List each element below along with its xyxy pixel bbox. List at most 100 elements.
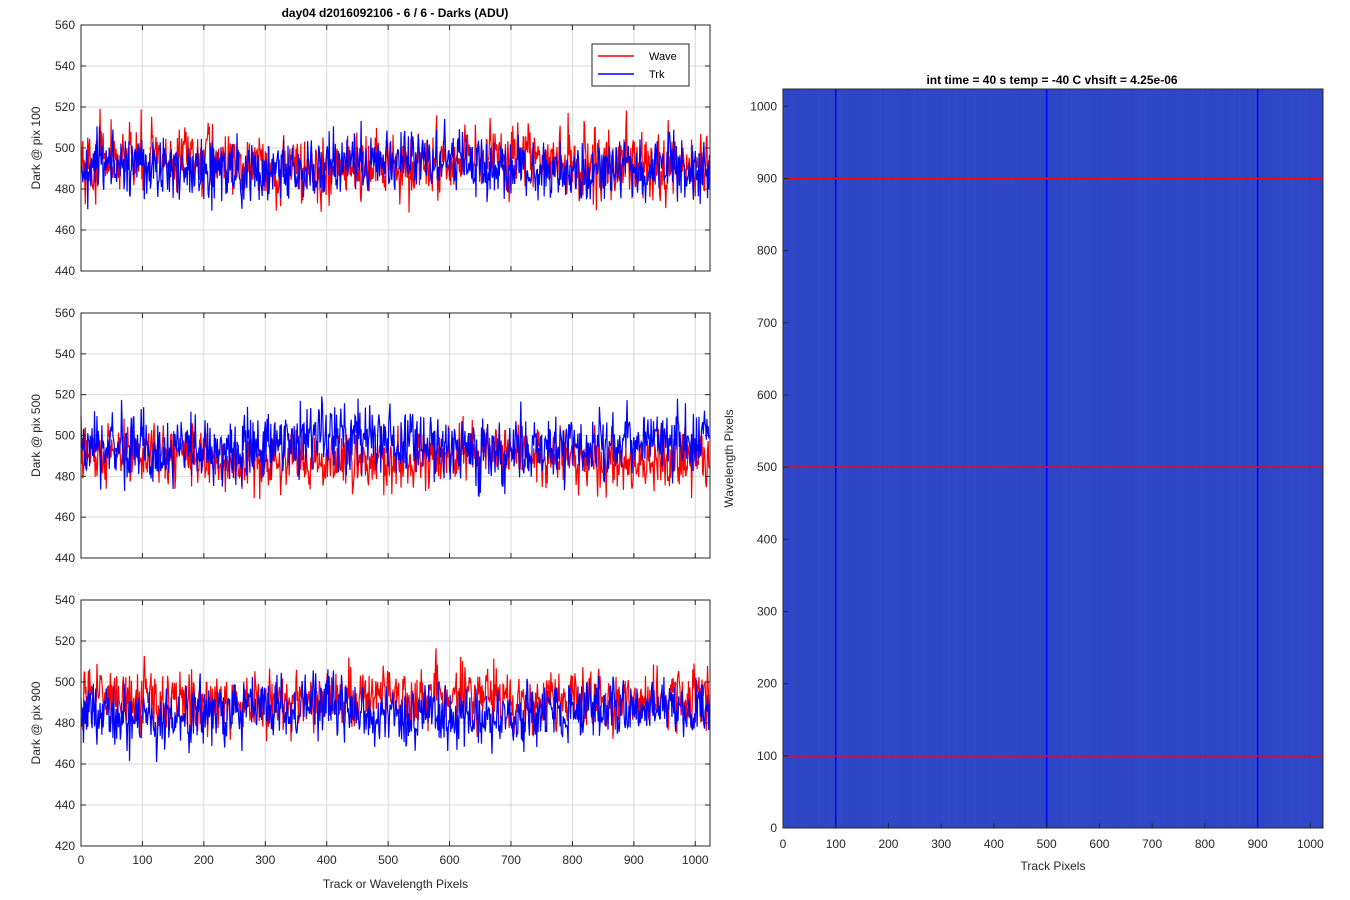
image-column-texture — [1179, 89, 1182, 828]
image-column-texture — [1191, 89, 1194, 828]
image-column-texture — [1200, 89, 1204, 828]
image-column-texture — [859, 89, 862, 828]
x-tick-label: 900 — [624, 853, 644, 867]
y-tick-label: 560 — [55, 306, 75, 320]
image-column-texture — [1219, 89, 1223, 828]
image-column-texture — [934, 89, 939, 828]
x-tick-label: 700 — [501, 853, 521, 867]
image-column-texture — [1279, 89, 1283, 828]
image-column-texture — [995, 89, 998, 828]
image-column-texture — [979, 89, 982, 828]
y-tick-label: 440 — [55, 551, 75, 565]
figure-title: day04 d2016092106 - 6 / 6 - Darks (ADU) — [282, 6, 509, 20]
image-column-texture — [976, 89, 980, 828]
y-tick-label: 540 — [55, 593, 75, 607]
y-axis-label: Wavelength Pixels — [722, 409, 736, 507]
image-column-texture — [1077, 89, 1081, 828]
y-tick-label: 480 — [55, 182, 75, 196]
y-tick-label: 440 — [55, 798, 75, 812]
x-tick-label: 200 — [878, 837, 898, 851]
image-column-texture — [1058, 89, 1061, 828]
image-column-texture — [874, 89, 878, 828]
image-column-texture — [1096, 89, 1099, 828]
image-column-texture — [805, 89, 809, 828]
y-tick-label: 480 — [55, 469, 75, 483]
dark-frame-image: 0 100 200 300 400 500 600 700 800 900 1000 0 100 200 3… — [722, 88, 1324, 873]
image-column-texture — [1270, 89, 1274, 828]
image-column-texture — [986, 89, 989, 828]
y-tick-label: 500 — [55, 141, 75, 155]
image-column-texture — [1150, 89, 1153, 828]
image-column-texture — [815, 89, 818, 828]
dark-pix-100-plot: 440 460 480 500 520 540 560 Dark @ pix 100 Wave T… — [29, 18, 711, 278]
image-column-texture — [1311, 89, 1315, 828]
x-tick-label: 600 — [1089, 837, 1109, 851]
image-column-texture — [1245, 89, 1248, 828]
image-column-texture — [1210, 89, 1213, 828]
image-column-texture — [1166, 89, 1169, 828]
x-tick-label: 600 — [440, 853, 460, 867]
image-column-texture — [1204, 89, 1207, 828]
y-tick-label: 300 — [757, 604, 777, 618]
image-column-texture — [1175, 89, 1179, 828]
image-column-texture — [881, 89, 884, 828]
image-column-texture — [1039, 89, 1042, 828]
image-column-texture — [998, 89, 1001, 828]
image-column-texture — [1121, 89, 1125, 828]
image-column-texture — [1112, 89, 1115, 828]
y-tick-label: 540 — [55, 59, 75, 73]
image-column-texture — [853, 89, 856, 828]
image-column-texture — [1093, 89, 1096, 828]
image-column-texture — [966, 89, 970, 828]
y-tick-label: 800 — [757, 244, 777, 258]
series-trk-line — [80, 669, 710, 763]
image-column-texture — [941, 89, 945, 828]
legend-label-wave: Wave — [649, 51, 677, 63]
x-tick-label: 100 — [132, 853, 152, 867]
image-column-texture — [1289, 89, 1293, 828]
image-column-texture — [1213, 89, 1216, 828]
image-column-texture — [1099, 89, 1102, 828]
image-column-texture — [1001, 89, 1005, 828]
image-column-texture — [1160, 89, 1163, 828]
y-tick-label: 600 — [757, 388, 777, 402]
image-column-texture — [1010, 89, 1014, 828]
image-column-texture — [817, 89, 821, 828]
y-tick-label: 460 — [55, 510, 75, 524]
y-tick-label: 520 — [55, 388, 75, 402]
image-column-texture — [938, 89, 941, 828]
image-column-texture — [957, 89, 961, 828]
image-column-texture — [1020, 89, 1023, 828]
image-column-texture — [1080, 89, 1084, 828]
image-column-texture — [982, 89, 985, 828]
image-column-texture — [1235, 89, 1238, 828]
image-column-texture — [944, 89, 947, 828]
y-tick-label: 700 — [757, 316, 777, 330]
image-column-texture — [1118, 89, 1121, 828]
x-tick-label: 300 — [931, 837, 951, 851]
image-column-texture — [871, 89, 875, 828]
y-tick-label: 900 — [757, 171, 777, 185]
image-column-texture — [1264, 89, 1267, 828]
image-column-texture — [1162, 89, 1166, 828]
image-title: int time = 40 s temp = -40 C vhsift = 4.… — [926, 73, 1177, 87]
image-column-texture — [839, 89, 844, 828]
image-column-texture — [1007, 89, 1011, 828]
y-tick-label: 400 — [757, 532, 777, 546]
y-axis-label: Dark @ pix 500 — [29, 394, 43, 477]
image-column-texture — [912, 89, 916, 828]
image-column-texture — [827, 89, 830, 828]
image-column-texture — [846, 89, 849, 828]
image-column-texture — [947, 89, 951, 828]
x-tick-label: 500 — [1037, 837, 1057, 851]
legend-label-trk: Trk — [649, 69, 665, 81]
image-column-texture — [808, 89, 811, 828]
image-column-texture — [1153, 89, 1156, 828]
image-column-texture — [1296, 89, 1299, 828]
image-column-texture — [1185, 89, 1188, 828]
image-column-texture — [1115, 89, 1118, 828]
y-tick-label: 540 — [55, 347, 75, 361]
image-column-texture — [1261, 89, 1264, 828]
image-column-texture — [1188, 89, 1191, 828]
